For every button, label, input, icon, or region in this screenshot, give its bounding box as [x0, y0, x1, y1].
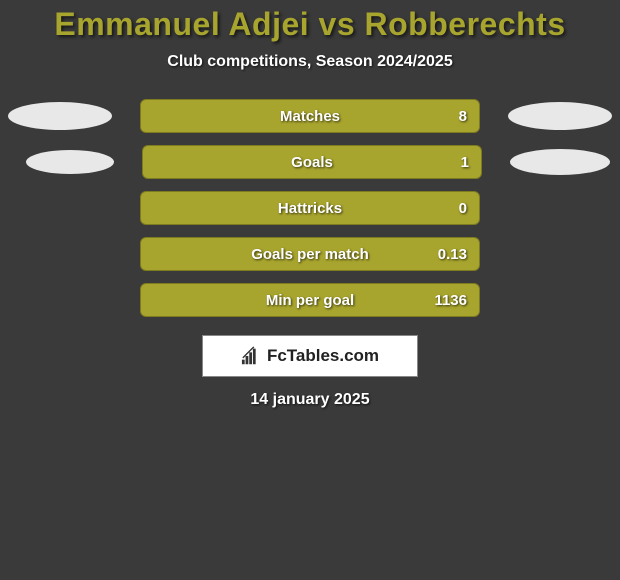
stat-bar-hattricks: Hattricks 0	[140, 191, 480, 225]
stat-label: Goals per match	[251, 246, 369, 263]
stat-row-hattricks: Hattricks 0	[0, 191, 620, 225]
stat-value: 0	[459, 200, 467, 217]
stat-label: Min per goal	[266, 292, 354, 309]
stat-value: 1136	[434, 292, 467, 309]
stat-label: Goals	[291, 154, 333, 171]
fctables-logo[interactable]: FcTables.com	[202, 335, 418, 377]
stat-row-goals: Goals 1	[0, 145, 620, 179]
stat-bar-goals-per-match: Goals per match 0.13	[140, 237, 480, 271]
stat-value: 8	[459, 108, 467, 125]
stat-row-matches: Matches 8	[0, 99, 620, 133]
subtitle: Club competitions, Season 2024/2025	[0, 53, 620, 71]
stat-label: Hattricks	[278, 200, 342, 217]
stat-row-min-per-goal: Min per goal 1136	[0, 283, 620, 317]
stat-bar-matches: Matches 8	[140, 99, 480, 133]
date-text: 14 january 2025	[0, 391, 620, 409]
logo-inner: FcTables.com	[241, 346, 379, 366]
player2-ellipse	[510, 149, 610, 175]
player2-ellipse	[508, 102, 612, 130]
stat-bar-goals: Goals 1	[142, 145, 482, 179]
stat-bar-min-per-goal: Min per goal 1136	[140, 283, 480, 317]
player1-ellipse	[8, 102, 112, 130]
comparison-card: Emmanuel Adjei vs Robberechts Club compe…	[0, 0, 620, 409]
player1-ellipse	[26, 150, 114, 174]
stat-label: Matches	[280, 108, 340, 125]
logo-text: FcTables.com	[267, 346, 379, 366]
stat-row-goals-per-match: Goals per match 0.13	[0, 237, 620, 271]
stat-value: 1	[461, 154, 469, 171]
page-title: Emmanuel Adjei vs Robberechts	[0, 6, 620, 43]
stat-value: 0.13	[438, 246, 467, 263]
bars-chart-icon	[241, 346, 263, 366]
